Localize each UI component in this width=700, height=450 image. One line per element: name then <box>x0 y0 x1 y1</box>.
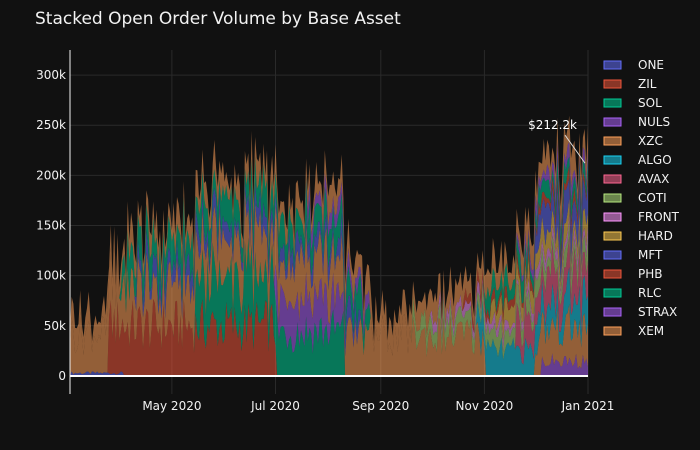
y-tick-label: 150k <box>36 219 66 233</box>
area-coti <box>70 190 588 360</box>
legend-item-rlc[interactable]: RLC <box>603 286 661 300</box>
y-tick-label: 0 <box>58 369 66 383</box>
legend-swatch <box>603 269 622 279</box>
legend-swatch <box>603 60 622 70</box>
x-tick-label: Jan 2021 <box>561 399 615 413</box>
x-tick-label: Sep 2020 <box>352 399 409 413</box>
x-tick-label: Nov 2020 <box>456 399 514 413</box>
legend-item-strax[interactable]: STRAX <box>603 305 677 319</box>
legend[interactable]: ONE ZIL SOL NULS XZC ALGO AVAX COTI FRONT HARD MFT… <box>603 58 680 338</box>
legend-label: AVAX <box>638 172 669 186</box>
y-tick-label: 250k <box>36 118 66 132</box>
legend-label: ONE <box>638 58 664 72</box>
axes: 0 50k 100k 150k 200k 250k 300k May 2020 Jul 2020… <box>36 50 614 413</box>
legend-swatch <box>603 288 622 298</box>
x-tick-label: May 2020 <box>142 399 201 413</box>
legend-label: STRAX <box>638 305 677 319</box>
legend-label: NULS <box>638 115 670 129</box>
legend-swatch <box>603 155 622 165</box>
legend-swatch <box>603 250 622 260</box>
legend-swatch <box>603 193 622 203</box>
legend-swatch <box>603 98 622 108</box>
legend-swatch <box>603 79 622 89</box>
legend-label: FRONT <box>638 210 680 224</box>
legend-item-coti[interactable]: COTI <box>603 191 667 205</box>
legend-label: PHB <box>638 267 663 281</box>
legend-label: RLC <box>638 286 661 300</box>
legend-item-one[interactable]: ONE <box>603 58 664 72</box>
y-tick-label: 100k <box>36 269 66 283</box>
legend-item-xem[interactable]: XEM <box>603 324 664 338</box>
legend-swatch <box>603 212 622 222</box>
legend-label: XZC <box>638 134 663 148</box>
area-mft <box>70 178 588 357</box>
legend-item-sol[interactable]: SOL <box>603 96 662 110</box>
legend-item-mft[interactable]: MFT <box>603 248 663 262</box>
legend-swatch <box>603 231 622 241</box>
legend-item-algo[interactable]: ALGO <box>603 153 672 167</box>
legend-item-hard[interactable]: HARD <box>603 229 673 243</box>
y-tick-label: 300k <box>36 68 66 82</box>
area-xem <box>70 115 588 356</box>
annotation-label: $212.2k <box>528 118 577 132</box>
x-tick-label: Jul 2020 <box>250 399 300 413</box>
legend-label: ZIL <box>638 77 657 91</box>
legend-swatch <box>603 326 622 336</box>
legend-swatch <box>603 174 622 184</box>
legend-swatch <box>603 136 622 146</box>
legend-item-nuls[interactable]: NULS <box>603 115 670 129</box>
legend-swatch <box>603 117 622 127</box>
plot-areas <box>70 115 588 376</box>
legend-label: COTI <box>638 191 667 205</box>
area-zil <box>70 298 588 376</box>
legend-swatch <box>603 307 622 317</box>
legend-label: XEM <box>638 324 664 338</box>
legend-item-zil[interactable]: ZIL <box>603 77 657 91</box>
legend-item-phb[interactable]: PHB <box>603 267 663 281</box>
area-sol <box>70 237 588 376</box>
annotation-arrow <box>564 134 586 164</box>
legend-item-avax[interactable]: AVAX <box>603 172 669 186</box>
legend-label: MFT <box>638 248 663 262</box>
legend-label: ALGO <box>638 153 672 167</box>
chart-title: Stacked Open Order Volume by Base Asset <box>35 9 401 29</box>
legend-label: HARD <box>638 229 673 243</box>
legend-item-front[interactable]: FRONT <box>603 210 680 224</box>
legend-item-xzc[interactable]: XZC <box>603 134 663 148</box>
y-tick-label: 200k <box>36 168 66 182</box>
y-tick-label: 50k <box>44 319 66 333</box>
area-rlc <box>70 156 588 356</box>
annotation-group: $212.2k <box>528 118 586 164</box>
legend-label: SOL <box>638 96 662 110</box>
area-xzc <box>70 190 588 376</box>
